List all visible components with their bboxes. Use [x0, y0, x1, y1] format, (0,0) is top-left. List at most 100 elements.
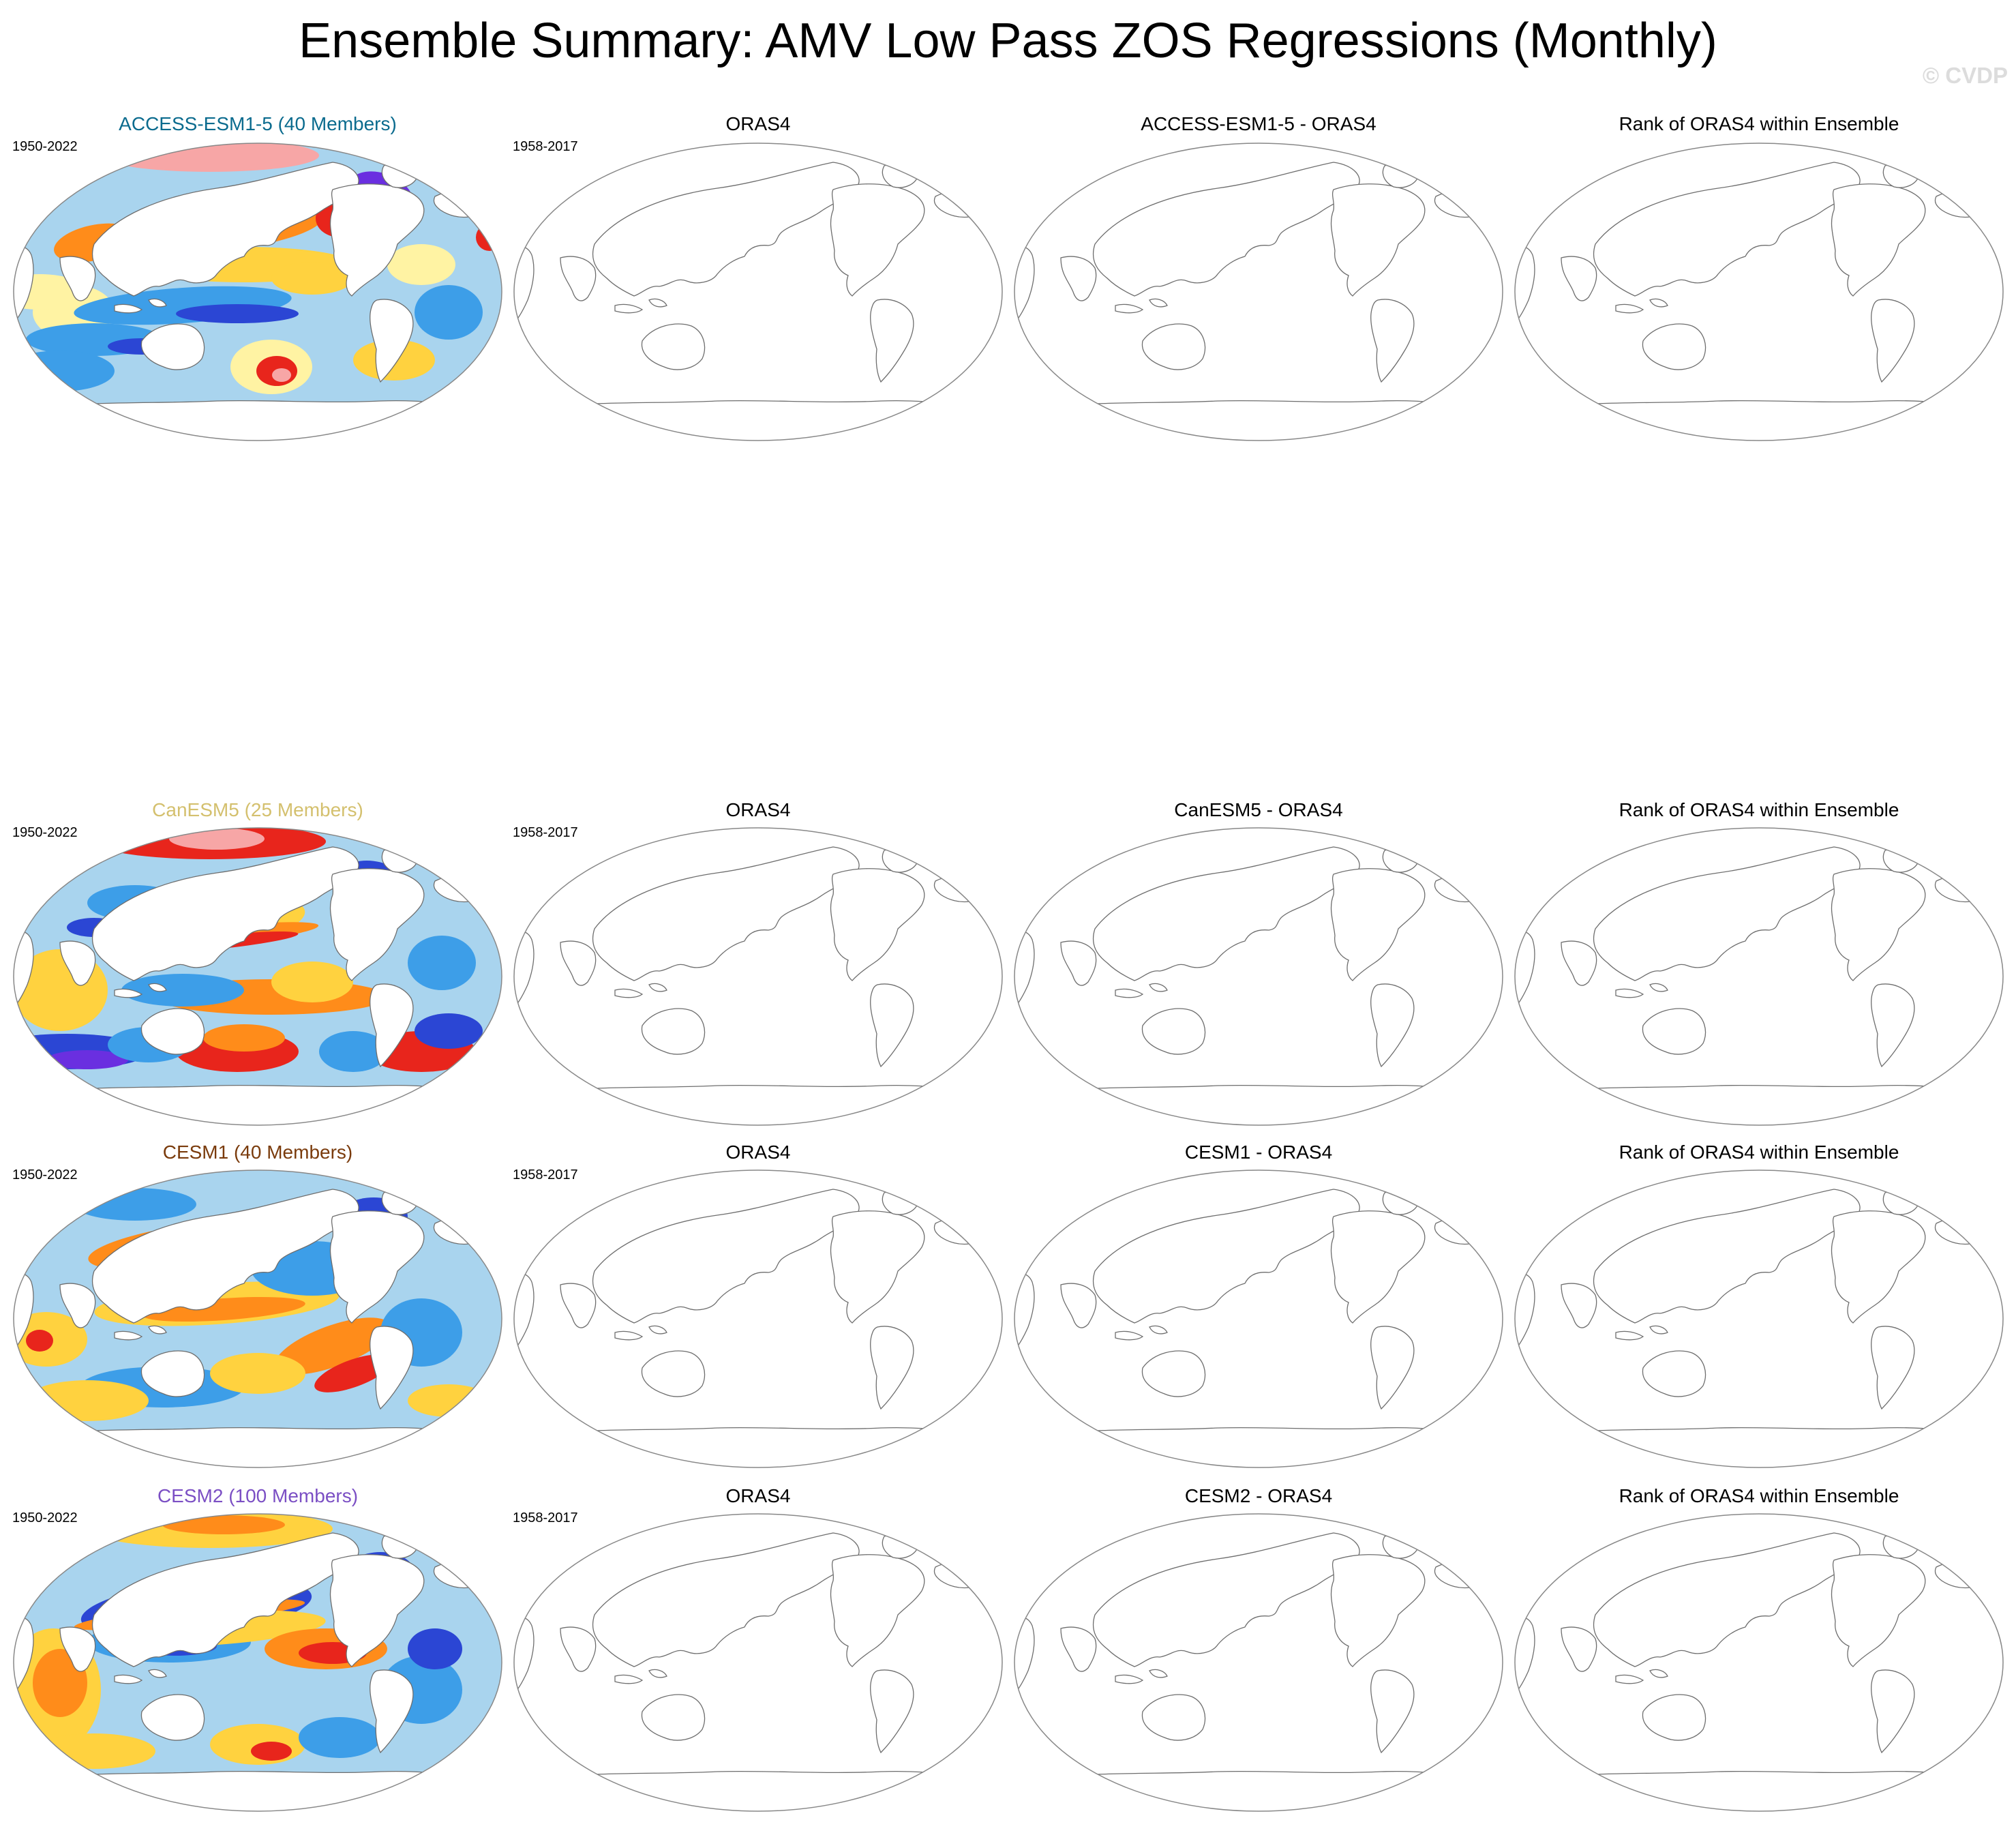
land-outline — [140, 1350, 205, 1397]
regression-contour — [26, 1330, 53, 1352]
map-boundary — [13, 1513, 502, 1812]
land-outline — [1434, 191, 1481, 218]
land-outline — [114, 303, 143, 314]
land-outline — [1434, 876, 1481, 903]
land-outline — [59, 1626, 96, 1672]
regression-contour — [169, 828, 265, 850]
diff-map-0 — [1014, 143, 1503, 441]
land-outline — [1025, 400, 1491, 441]
regression-contour — [274, 1317, 391, 1375]
land-outline — [614, 303, 644, 314]
land-outline — [1615, 1674, 1644, 1684]
land-outline — [1831, 183, 1926, 297]
diff-map-3 — [1014, 1513, 1503, 1812]
land-outline — [59, 1283, 96, 1328]
map-boundary — [513, 1513, 1003, 1812]
land-outline — [1934, 191, 1981, 218]
obs-panel-title: ORAS4 — [725, 113, 791, 134]
land-outline — [514, 246, 535, 326]
land-outline — [59, 256, 96, 301]
land-outline — [25, 1770, 490, 1811]
land-outline — [592, 846, 860, 981]
land-outline — [1092, 846, 1360, 981]
model-period-label: 1950-2022 — [12, 139, 78, 154]
land-outline — [1025, 1770, 1491, 1811]
rank-panel-title: Rank of ORAS4 within Ensemble — [1619, 799, 1899, 820]
diff-map-1 — [1014, 827, 1503, 1126]
land-outline — [1141, 1350, 1206, 1397]
diff-map-2 — [1014, 1169, 1503, 1468]
diff-panel-title: ACCESS-ESM1-5 - ORAS4 — [1141, 113, 1376, 134]
land-outline — [1434, 1562, 1481, 1589]
land-outline — [882, 848, 919, 873]
land-outline — [114, 1674, 143, 1684]
obs-map-0 — [513, 143, 1003, 441]
land-outline — [648, 1325, 667, 1335]
regression-contour — [203, 1024, 285, 1052]
land-outline — [1092, 1532, 1360, 1667]
map-boundary — [1514, 1513, 2004, 1812]
rank-panel-title: Rank of ORAS4 within Ensemble — [1619, 1485, 1899, 1506]
map-boundary — [1514, 1169, 2004, 1468]
land-outline — [1060, 1626, 1097, 1672]
land-outline — [1330, 868, 1426, 981]
land-outline — [882, 1191, 919, 1215]
land-outline — [1370, 1326, 1415, 1410]
obs-map-2 — [513, 1169, 1003, 1468]
map-boundary — [13, 1169, 502, 1468]
land-outline — [1934, 1562, 1981, 1589]
regression-contour — [476, 224, 502, 251]
land-outline — [1515, 931, 1535, 1011]
land-outline — [370, 1669, 414, 1754]
land-outline — [1871, 1326, 1915, 1410]
land-outline — [329, 1554, 425, 1667]
land-outline — [1434, 1218, 1481, 1245]
regression-contour — [176, 304, 299, 323]
model-period-label: 1950-2022 — [12, 825, 78, 840]
land-outline — [329, 183, 425, 297]
land-outline — [25, 1084, 490, 1125]
obs-period-label: 1958-2017 — [513, 1167, 578, 1182]
land-outline — [148, 298, 167, 308]
land-outline — [370, 1326, 414, 1410]
land-outline — [114, 1330, 143, 1341]
land-outline — [1060, 256, 1097, 301]
map-boundary — [1014, 1169, 1503, 1468]
land-outline — [1526, 1770, 1991, 1811]
obs-period-label: 1958-2017 — [513, 1510, 578, 1525]
land-outline — [648, 298, 667, 308]
map-boundary — [1014, 827, 1503, 1126]
land-outline — [1649, 1325, 1668, 1335]
land-outline — [525, 1770, 991, 1811]
land-outline — [1615, 303, 1644, 314]
land-outline — [91, 162, 359, 297]
land-outline — [1561, 1626, 1597, 1672]
regression-contour — [121, 974, 244, 1007]
land-outline — [1014, 1617, 1035, 1697]
land-outline — [1092, 1189, 1360, 1324]
model-panel-title: CanESM5 (25 Members) — [152, 799, 363, 820]
land-outline — [560, 940, 597, 986]
land-outline — [830, 183, 925, 297]
model-panel-title: CESM1 (40 Members) — [162, 1142, 353, 1163]
land-outline — [560, 1626, 597, 1672]
land-outline — [1141, 323, 1206, 370]
page-title: Ensemble Summary: AMV Low Pass ZOS Regre… — [299, 14, 1717, 68]
land-outline — [1649, 1669, 1668, 1678]
land-outline — [1526, 1084, 1991, 1125]
land-outline — [641, 1008, 706, 1055]
land-outline — [1593, 1189, 1861, 1324]
model-period-label: 1950-2022 — [12, 1510, 78, 1525]
land-outline — [1370, 1669, 1415, 1754]
regression-contour — [162, 1515, 285, 1534]
land-outline — [1060, 1283, 1097, 1328]
land-outline — [91, 1189, 359, 1324]
land-outline — [614, 1330, 644, 1341]
land-outline — [1115, 1330, 1144, 1341]
model-map-2 — [13, 1169, 502, 1468]
land-outline — [933, 1218, 980, 1245]
regression-contour — [26, 1380, 149, 1421]
land-outline — [1014, 246, 1035, 326]
model-panel-title: ACCESS-ESM1-5 (40 Members) — [119, 113, 397, 134]
obs-panel-title: ORAS4 — [725, 1142, 791, 1163]
